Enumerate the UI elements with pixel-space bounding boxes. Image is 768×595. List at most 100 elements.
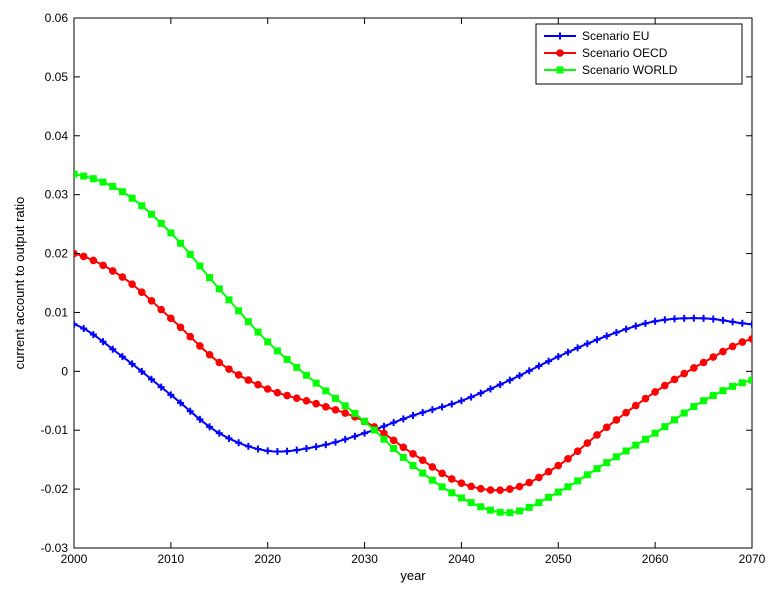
data-point — [602, 423, 611, 432]
data-point — [196, 342, 204, 350]
data-point — [535, 362, 543, 370]
legend-entry: Scenario EU — [544, 29, 649, 43]
data-point — [593, 336, 601, 344]
data-point — [312, 443, 320, 451]
data-point — [467, 393, 475, 401]
data-point — [738, 338, 747, 346]
data-point — [361, 417, 369, 425]
data-point — [109, 182, 117, 190]
data-point — [641, 319, 649, 327]
data-point — [167, 229, 175, 237]
data-point — [641, 394, 650, 403]
data-point — [700, 314, 708, 322]
data-point — [525, 503, 533, 511]
data-point — [147, 375, 155, 383]
data-point — [448, 400, 456, 408]
data-point — [748, 335, 752, 343]
data-point — [593, 465, 601, 473]
data-point — [418, 456, 427, 465]
data-point — [128, 360, 136, 368]
data-point — [632, 322, 640, 330]
data-point — [244, 318, 252, 326]
data-point — [467, 482, 475, 491]
data-point — [389, 436, 398, 445]
data-point — [225, 296, 233, 304]
data-point — [438, 403, 446, 411]
data-point — [254, 380, 262, 389]
data-point — [263, 385, 272, 393]
data-point — [419, 469, 427, 477]
data-point — [719, 347, 727, 356]
series-layer — [74, 170, 752, 517]
y-tick-label: -0.01 — [41, 423, 69, 437]
data-point — [80, 172, 88, 180]
x-tick-label: 2070 — [739, 552, 766, 566]
y-tick-label: 0.01 — [45, 305, 69, 319]
data-point — [738, 379, 746, 387]
data-point — [583, 439, 592, 447]
data-point — [331, 406, 340, 414]
data-point — [273, 347, 281, 355]
data-point — [254, 328, 262, 336]
data-point — [157, 383, 165, 391]
y-tick-label: 0.06 — [45, 11, 69, 25]
data-point — [147, 296, 156, 305]
data-point — [486, 506, 494, 514]
data-point — [729, 318, 737, 326]
data-point — [399, 443, 408, 452]
data-point — [99, 178, 107, 186]
x-tick-label: 2000 — [61, 552, 88, 566]
data-point — [525, 478, 534, 487]
data-point — [486, 385, 494, 393]
data-point — [709, 315, 717, 323]
data-point — [651, 429, 659, 437]
data-point — [390, 444, 398, 452]
data-point — [457, 479, 466, 488]
data-point — [583, 340, 591, 348]
data-point — [108, 267, 117, 275]
data-point — [205, 350, 214, 359]
data-point — [302, 371, 310, 379]
data-point — [690, 403, 698, 411]
data-point — [516, 372, 524, 380]
y-tick-label: 0.02 — [45, 247, 69, 261]
data-point — [467, 499, 475, 507]
data-point — [651, 388, 659, 396]
data-point — [215, 358, 224, 367]
legend-label: Scenario OECD — [582, 46, 668, 60]
data-point — [671, 416, 679, 424]
data-point — [438, 483, 446, 491]
data-point — [341, 435, 349, 443]
data-point — [273, 388, 282, 397]
data-point — [583, 471, 591, 479]
data-point — [516, 507, 524, 515]
data-point — [680, 409, 688, 417]
data-point — [99, 261, 107, 270]
data-point — [225, 365, 233, 373]
data-point — [612, 453, 620, 461]
data-point — [89, 175, 97, 183]
data-point — [554, 461, 563, 470]
data-point — [225, 434, 233, 442]
data-point — [244, 442, 252, 450]
data-point — [671, 315, 679, 323]
data-point — [254, 445, 262, 453]
data-point — [138, 367, 146, 375]
y-tick-label: 0.05 — [45, 70, 69, 84]
data-point — [128, 194, 136, 202]
x-tick-label: 2040 — [448, 552, 475, 566]
data-point — [564, 348, 572, 356]
data-point — [535, 499, 543, 507]
data-point — [370, 426, 378, 434]
data-point — [138, 202, 146, 210]
legend-label: Scenario EU — [582, 29, 649, 43]
data-point — [612, 328, 620, 336]
data-point — [235, 439, 243, 447]
data-point — [89, 256, 98, 265]
data-point — [612, 416, 621, 424]
data-point — [496, 508, 504, 516]
data-point — [486, 486, 495, 494]
legend-label: Scenario WORLD — [582, 63, 678, 77]
data-point — [428, 476, 436, 484]
plot-area — [73, 17, 753, 549]
